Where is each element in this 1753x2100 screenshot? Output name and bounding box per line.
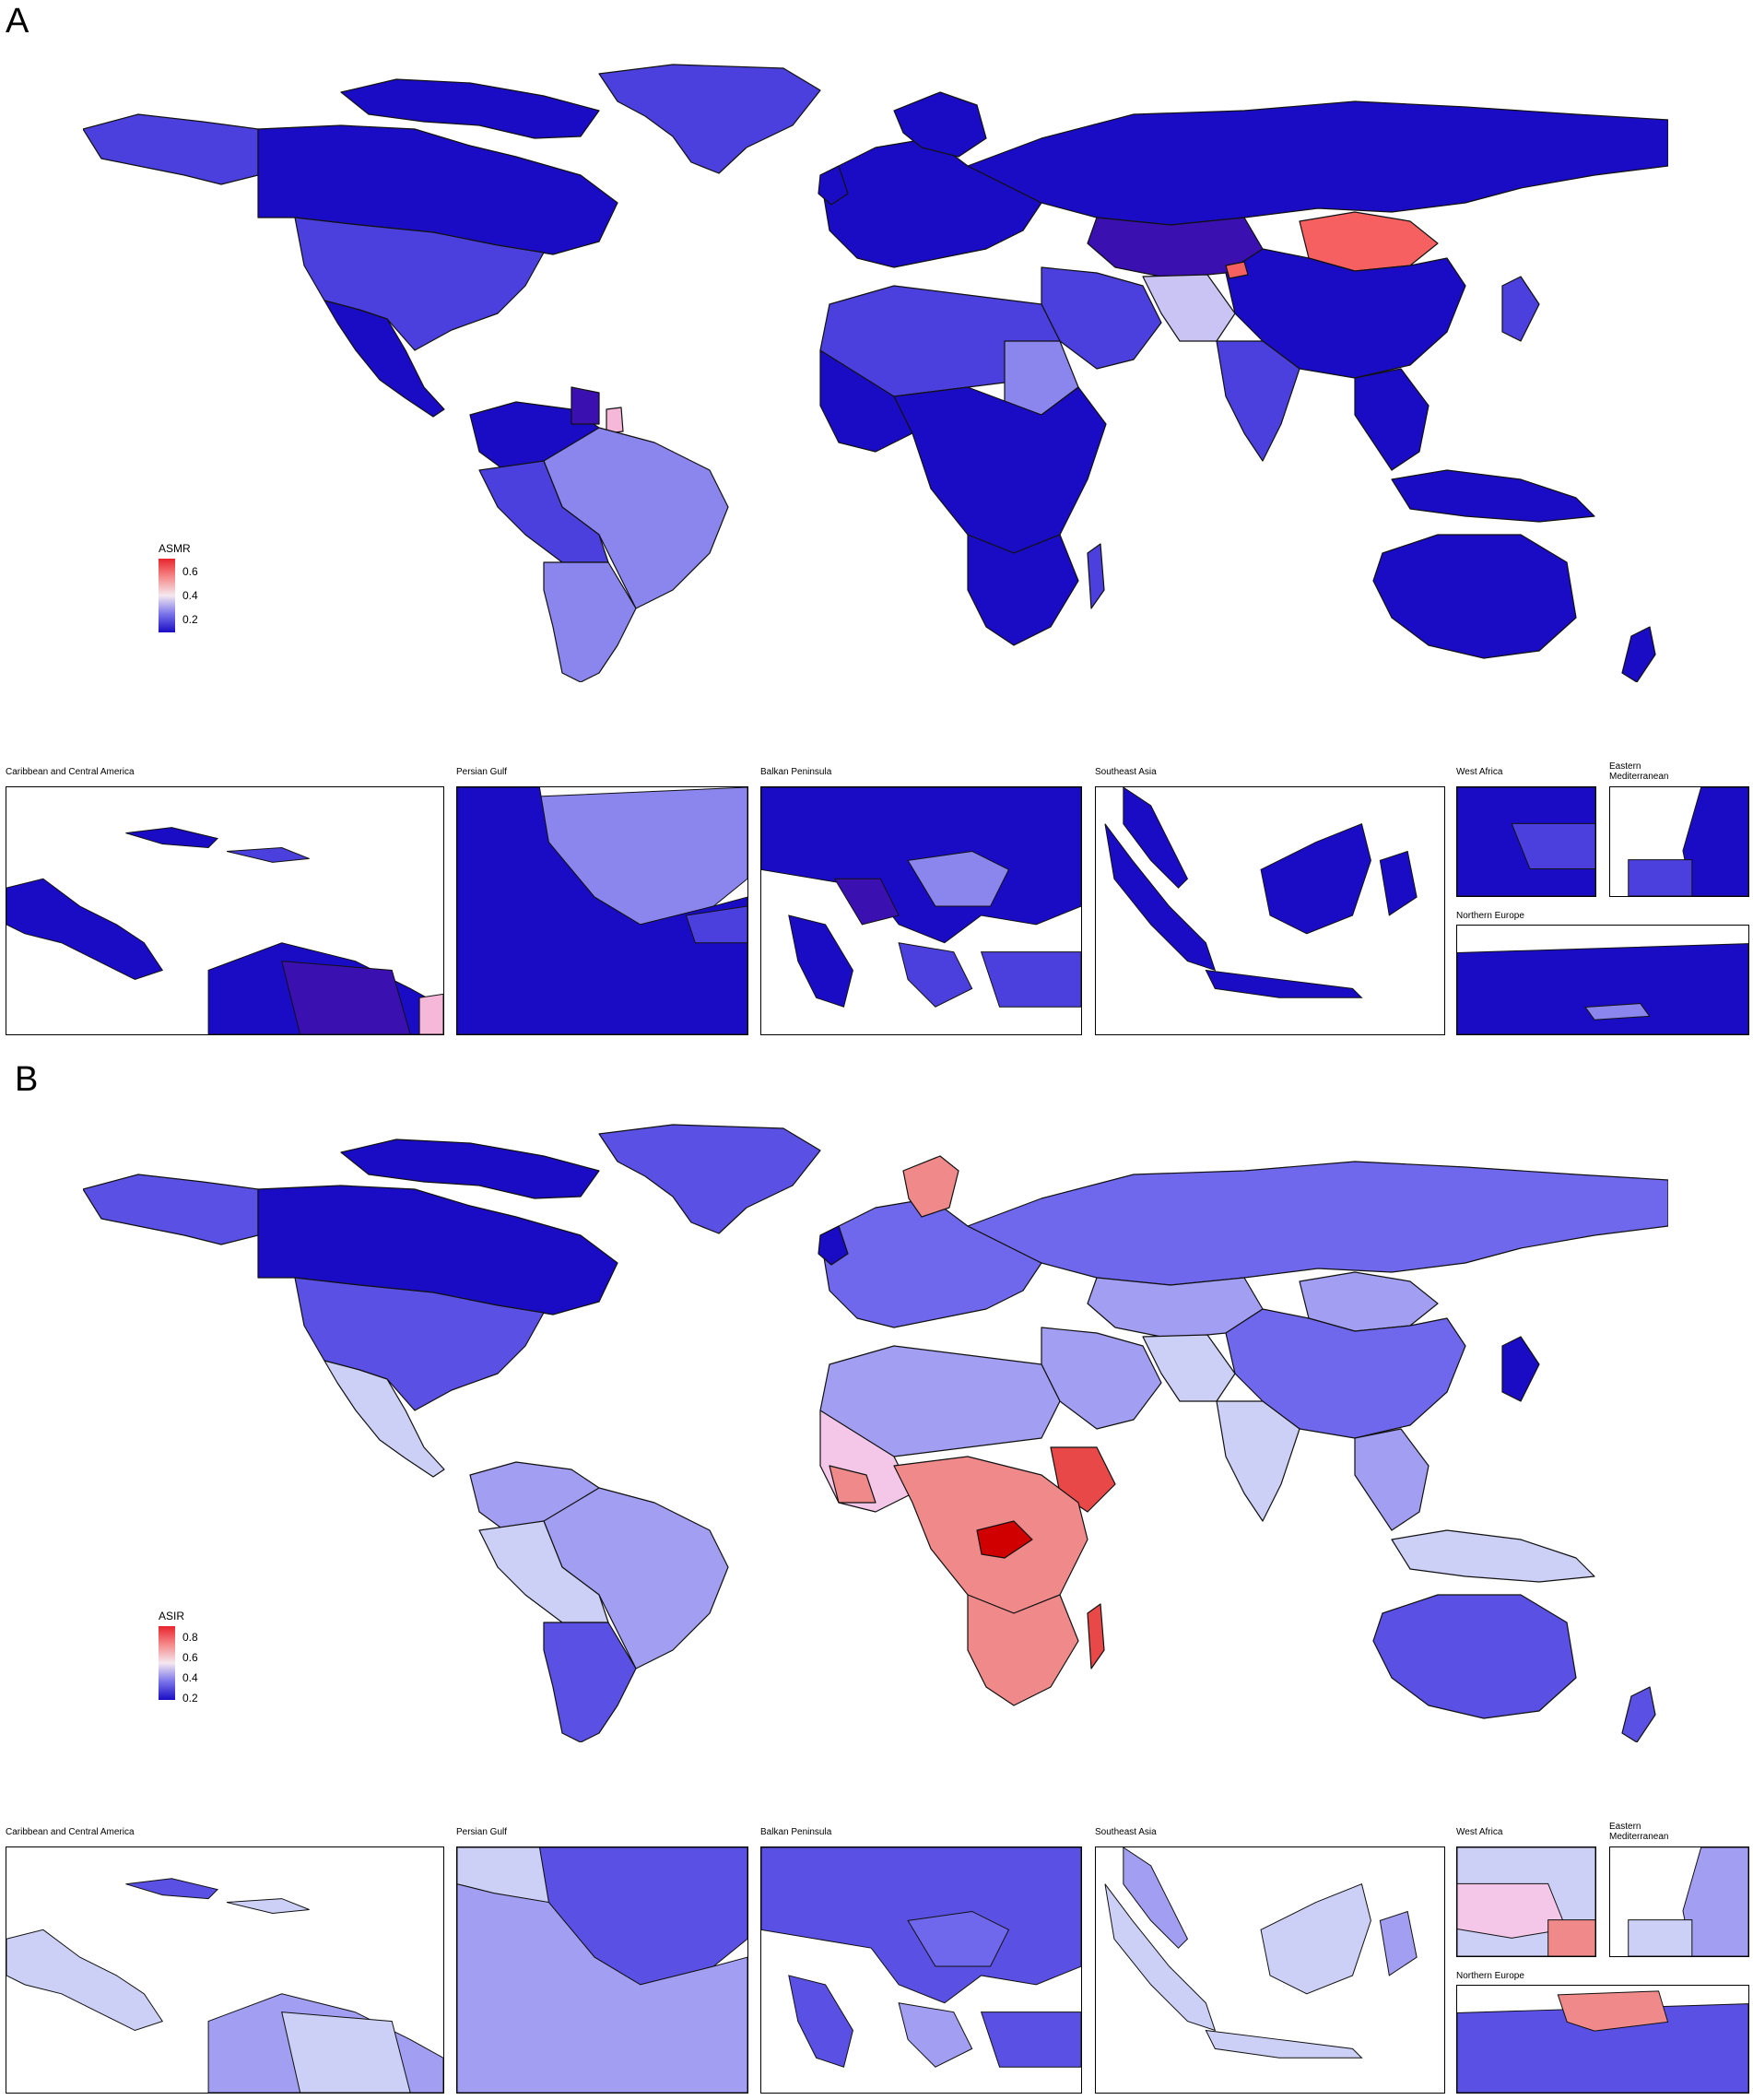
inset-caribbean [6, 786, 444, 1035]
scandinavia [893, 91, 987, 158]
inset-persian-gulf [456, 1846, 748, 2094]
legend-tick: 0.4 [175, 1671, 198, 1684]
inset-label: Caribbean and Central America [6, 1827, 135, 1837]
legend-tick: 0.4 [175, 589, 198, 602]
russia [967, 100, 1668, 226]
inset-balkan [760, 786, 1082, 1035]
indonesia [1391, 469, 1595, 523]
arctic-islands [340, 78, 600, 139]
venezuela-highlight [571, 386, 600, 425]
legend-tick: 0.8 [175, 1631, 198, 1644]
guyana-pink [606, 407, 624, 434]
legend-title: ASMR [159, 542, 191, 555]
inset-label: Eastern Mediterranean [1609, 1822, 1669, 1842]
panel-a-world-map [83, 64, 1668, 682]
argentina-chile [543, 561, 637, 682]
legend-colorbar [159, 1626, 175, 1700]
inset-label: Persian Gulf [456, 767, 508, 777]
mexico [324, 300, 445, 418]
panel-b-legend: ASIR 0.8 0.6 0.4 0.2 [159, 1610, 214, 1711]
greenland [598, 64, 821, 174]
kyrgyzstan [1225, 261, 1249, 279]
inset-caribbean [6, 1846, 444, 2094]
new-zealand [1621, 626, 1656, 682]
legend-title: ASIR [159, 1610, 185, 1622]
inset-label: Balkan Peninsula [760, 1827, 832, 1837]
legend-tick: 0.2 [175, 1692, 198, 1705]
inset-label: West Africa [1456, 767, 1503, 777]
southeast-asia [1354, 368, 1429, 471]
legend-tick: 0.6 [175, 565, 198, 578]
uk [818, 165, 849, 206]
inset-label: West Africa [1456, 1827, 1503, 1837]
inset-label: Balkan Peninsula [760, 767, 832, 777]
inset-label: Northern Europe [1456, 1971, 1524, 1981]
inset-west-africa [1456, 1846, 1596, 1957]
panel-b-letter: B [15, 1060, 39, 1099]
inset-northern-europe [1456, 925, 1749, 1035]
inset-southeast-asia [1095, 1846, 1445, 2094]
inset-label: Caribbean and Central America [6, 767, 135, 777]
inset-label: Southeast Asia [1095, 767, 1157, 777]
india [1216, 340, 1300, 462]
inset-west-africa [1456, 786, 1596, 897]
iran-afghanistan [1142, 274, 1236, 342]
inset-balkan [760, 1846, 1082, 2094]
inset-northern-europe [1456, 1985, 1749, 2094]
panel-b-world-map [83, 1124, 1668, 1742]
legend-tick: 0.2 [175, 613, 198, 626]
inset-southeast-asia [1095, 786, 1445, 1035]
inset-label: Persian Gulf [456, 1827, 508, 1837]
inset-label: Eastern Mediterranean [1609, 761, 1669, 782]
madagascar [1087, 543, 1105, 609]
panel-a-letter: A [6, 2, 29, 41]
australia [1372, 534, 1577, 659]
inset-label: Northern Europe [1456, 911, 1524, 921]
inset-persian-gulf [456, 786, 748, 1035]
inset-eastern-mediterranean [1609, 786, 1749, 897]
central-africa [893, 386, 1107, 554]
southern-africa [967, 534, 1079, 646]
japan [1501, 276, 1540, 342]
legend-colorbar [159, 559, 175, 632]
panel-a-legend: ASMR 0.6 0.4 0.2 [159, 542, 214, 643]
inset-label: Southeast Asia [1095, 1827, 1157, 1837]
alaska [83, 113, 259, 185]
legend-tick: 0.6 [175, 1651, 198, 1664]
inset-eastern-mediterranean [1609, 1846, 1749, 1957]
